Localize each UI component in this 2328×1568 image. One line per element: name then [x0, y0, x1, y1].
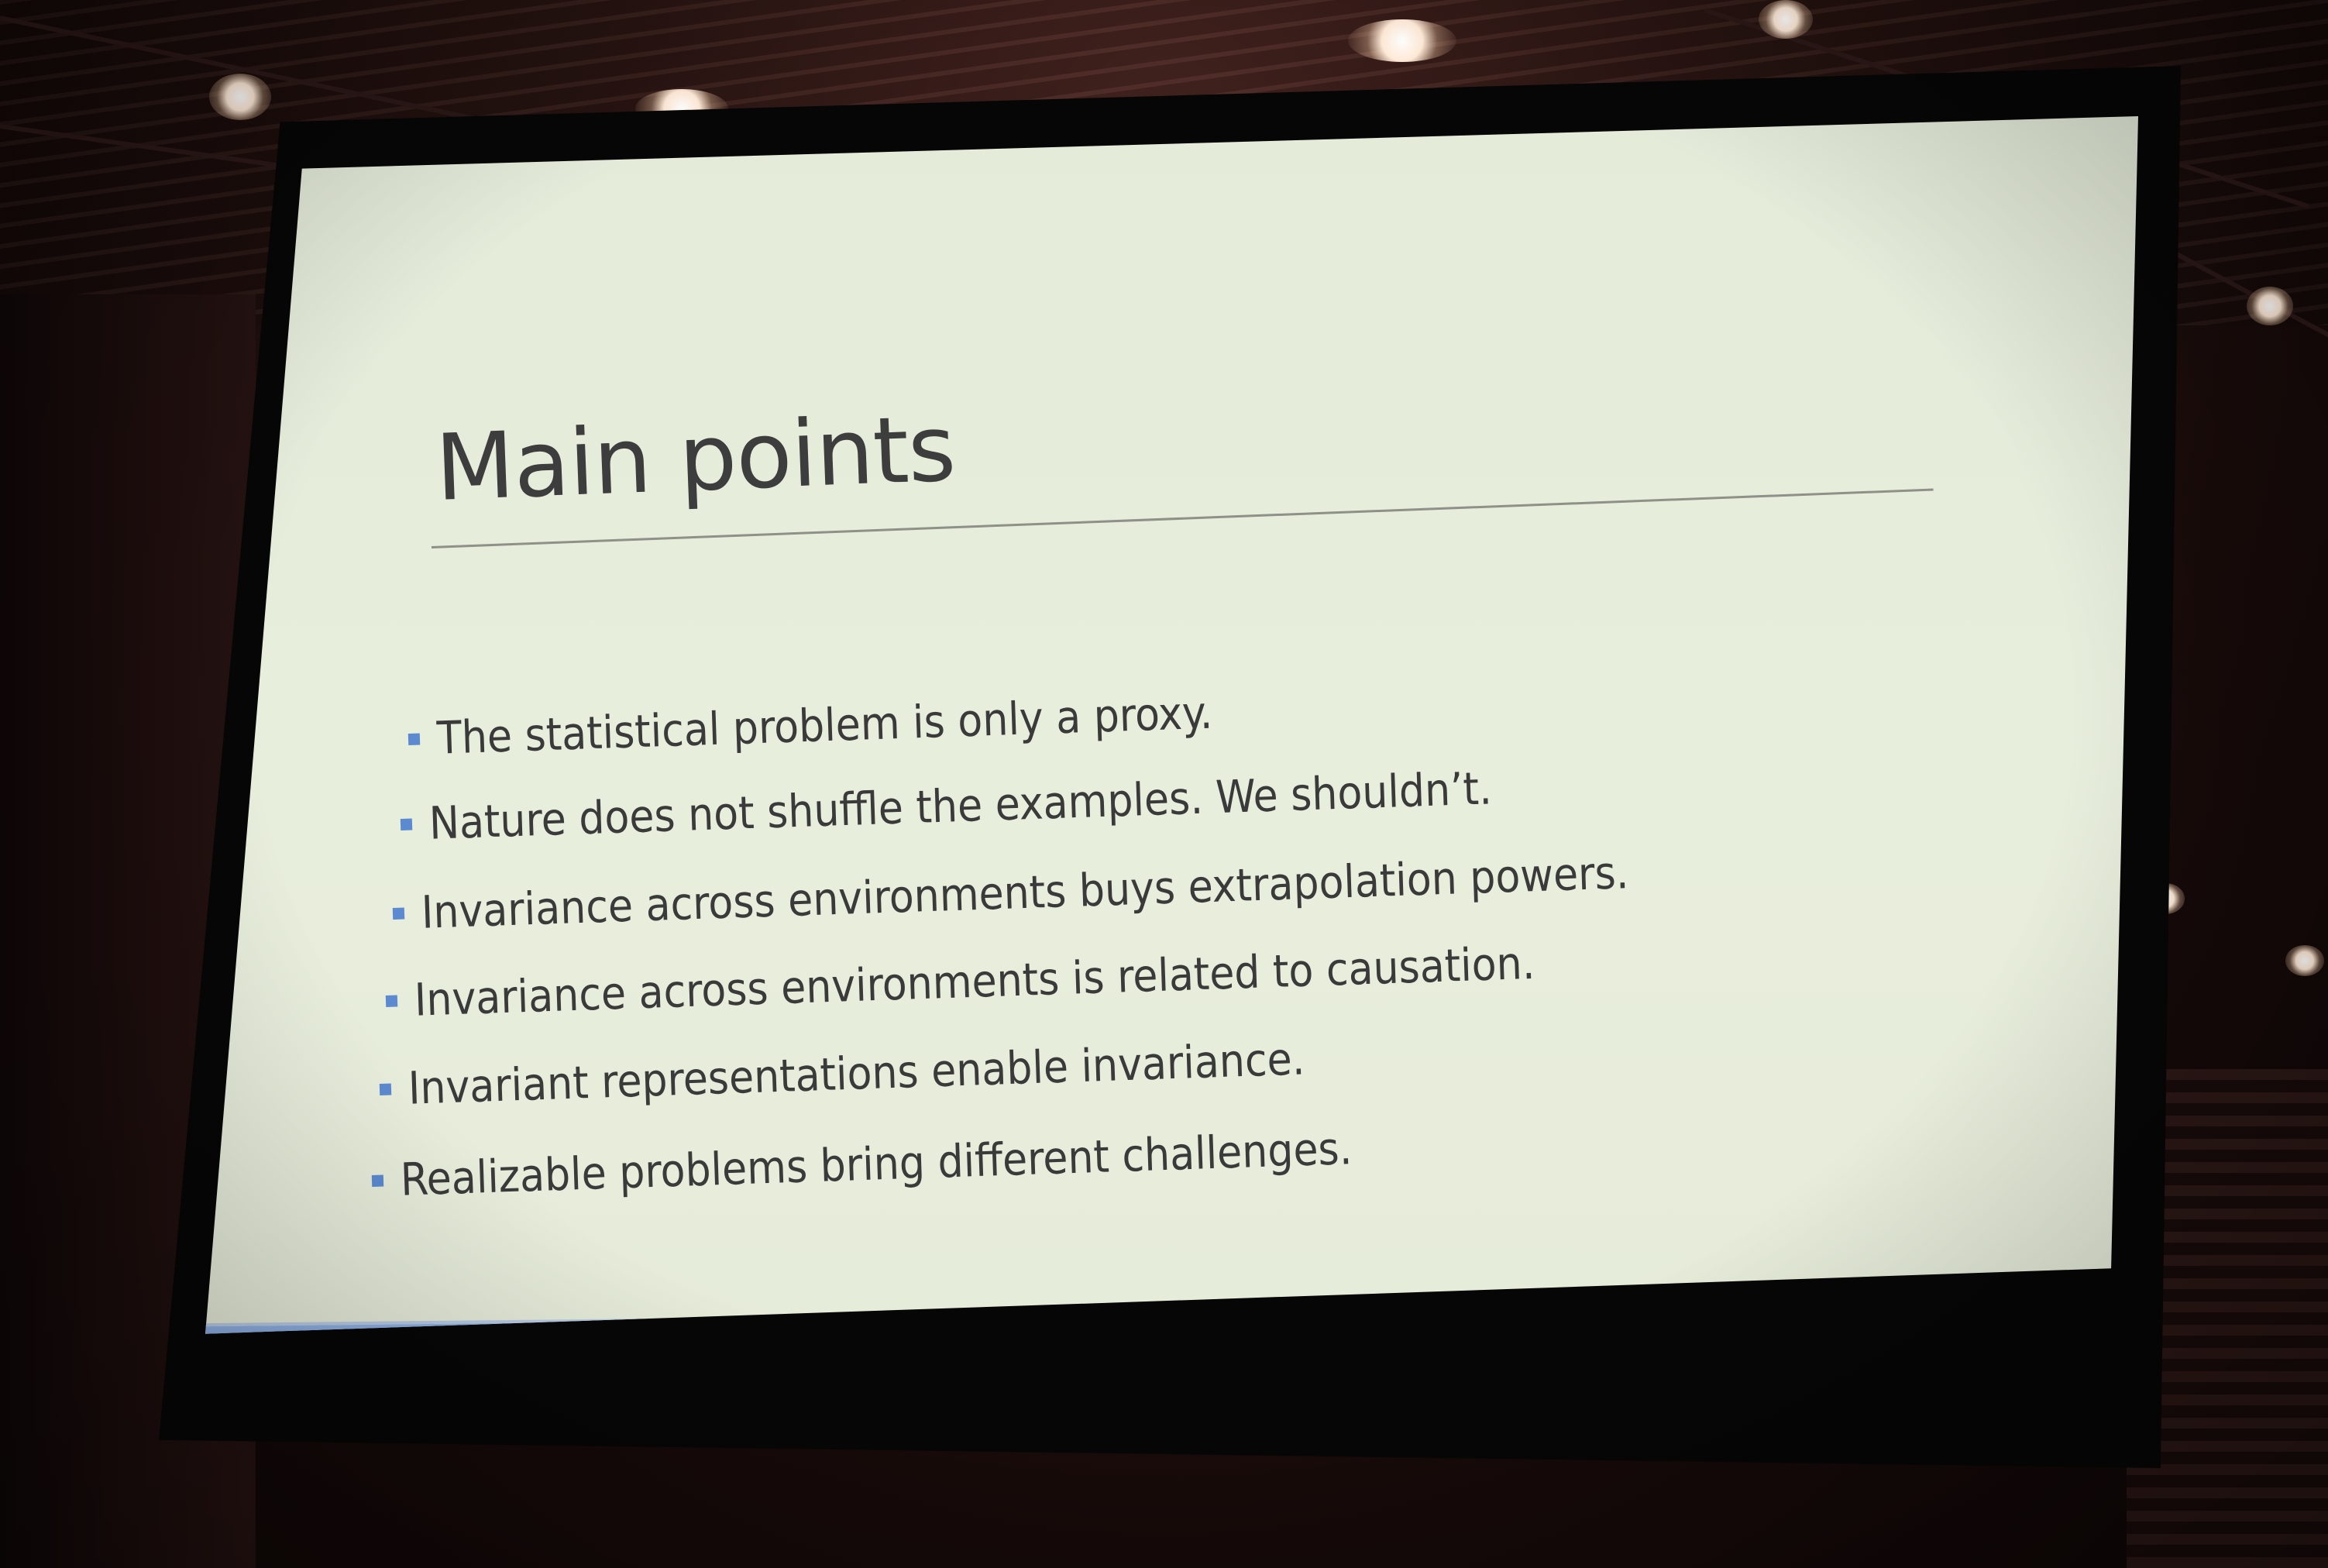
ceiling-light	[1348, 19, 1456, 62]
slide-title: Main points	[433, 394, 958, 521]
ceiling-light	[209, 74, 271, 120]
ceiling-light	[2285, 945, 2324, 976]
bullet-square-icon	[407, 733, 421, 745]
bullet-text: Realizable problems bring different chal…	[399, 1122, 1353, 1206]
bullet-item: Nature does not shuffle the examples. We…	[400, 762, 1493, 851]
bullet-square-icon	[385, 995, 398, 1007]
bullet-square-icon	[379, 1083, 392, 1095]
bullet-item: The statistical problem is only a proxy.	[407, 686, 1213, 765]
bullet-text: Invariance across environments is relate…	[413, 936, 1536, 1026]
bullet-text: Invariant representations enable invaria…	[407, 1032, 1306, 1115]
bullet-item: Realizable problems bring different chal…	[371, 1122, 1353, 1207]
bullet-text: The statistical problem is only a proxy.	[435, 686, 1214, 765]
bullet-item: Invariant representations enable invaria…	[379, 1032, 1305, 1116]
bullet-item: Invariance across environments buys extr…	[392, 846, 1629, 940]
bullet-square-icon	[392, 907, 405, 920]
bullet-item: Invariance across environments is relate…	[385, 937, 1535, 1027]
ceiling-light	[1759, 0, 1813, 39]
ceiling-light	[2247, 287, 2293, 325]
bullet-text: Nature does not shuffle the examples. We…	[428, 762, 1493, 850]
bullet-text: Invariance across environments buys extr…	[420, 846, 1630, 939]
bullet-square-icon	[371, 1174, 384, 1187]
projected-slide: Main points The statistical problem is o…	[205, 116, 2138, 1334]
bullet-square-icon	[400, 818, 413, 830]
